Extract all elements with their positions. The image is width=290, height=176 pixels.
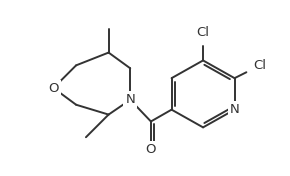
Text: N: N [230, 103, 240, 116]
Text: O: O [146, 143, 156, 156]
Text: Cl: Cl [197, 26, 210, 39]
Text: N: N [125, 93, 135, 106]
Text: Cl: Cl [254, 59, 267, 72]
Text: O: O [48, 81, 59, 95]
